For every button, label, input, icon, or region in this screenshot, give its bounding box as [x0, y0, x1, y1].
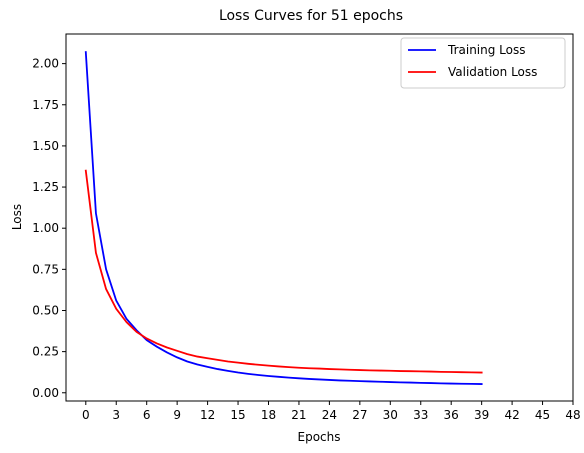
- y-tick-label: 0.50: [32, 303, 59, 317]
- y-axis: 0.00 0.25 0.50 0.75 1.00 1.25 1.50 1.75 2.00: [32, 57, 66, 400]
- x-tick-label: 36: [444, 408, 459, 422]
- y-tick-label: 1.50: [32, 139, 59, 153]
- x-tick-label: 6: [143, 408, 151, 422]
- plot-area: [65, 33, 574, 402]
- legend-label-validation: Validation Loss: [448, 65, 537, 79]
- x-tick-label: 45: [535, 408, 550, 422]
- y-axis-label: Loss: [10, 204, 24, 230]
- x-tick-label: 3: [112, 408, 120, 422]
- x-tick-label: 30: [383, 408, 398, 422]
- x-axis: 0 3 6 9 12 15 18 21 24 27 30 33 36 39 42 45 48: [82, 401, 581, 422]
- x-tick-label: 39: [474, 408, 489, 422]
- y-tick-label: 2.00: [32, 57, 59, 71]
- legend-box: [400, 37, 566, 89]
- x-tick-label: 12: [200, 408, 215, 422]
- y-tick-label: 1.00: [32, 221, 59, 235]
- x-axis-label: Epochs: [298, 430, 341, 444]
- y-tick-label: 1.25: [32, 180, 59, 194]
- training-loss-line: [84, 51, 483, 385]
- x-tick-label: 33: [413, 408, 428, 422]
- plot-frame: [65, 33, 574, 402]
- x-tick-label: 48: [565, 408, 580, 422]
- validation-loss-line: [84, 169, 483, 374]
- chart-title: Loss Curves for 51 epochs: [219, 8, 403, 24]
- x-tick-label: 18: [261, 408, 276, 422]
- x-tick-label: 27: [352, 408, 367, 422]
- y-tick-label: 1.75: [32, 98, 59, 112]
- y-tick-label: 0.25: [32, 345, 59, 359]
- x-tick-label: 9: [173, 408, 181, 422]
- legend: Training Loss Validation Loss: [400, 37, 566, 89]
- x-tick-label: 15: [230, 408, 245, 422]
- series-layer: [84, 51, 483, 385]
- y-tick-label: 0.00: [32, 386, 59, 400]
- x-tick-label: 42: [504, 408, 519, 422]
- x-tick-label: 24: [322, 408, 337, 422]
- x-tick-label: 0: [82, 408, 90, 422]
- y-tick-label: 0.75: [32, 262, 59, 276]
- x-tick-label: 21: [291, 408, 306, 422]
- legend-label-training: Training Loss: [447, 43, 525, 57]
